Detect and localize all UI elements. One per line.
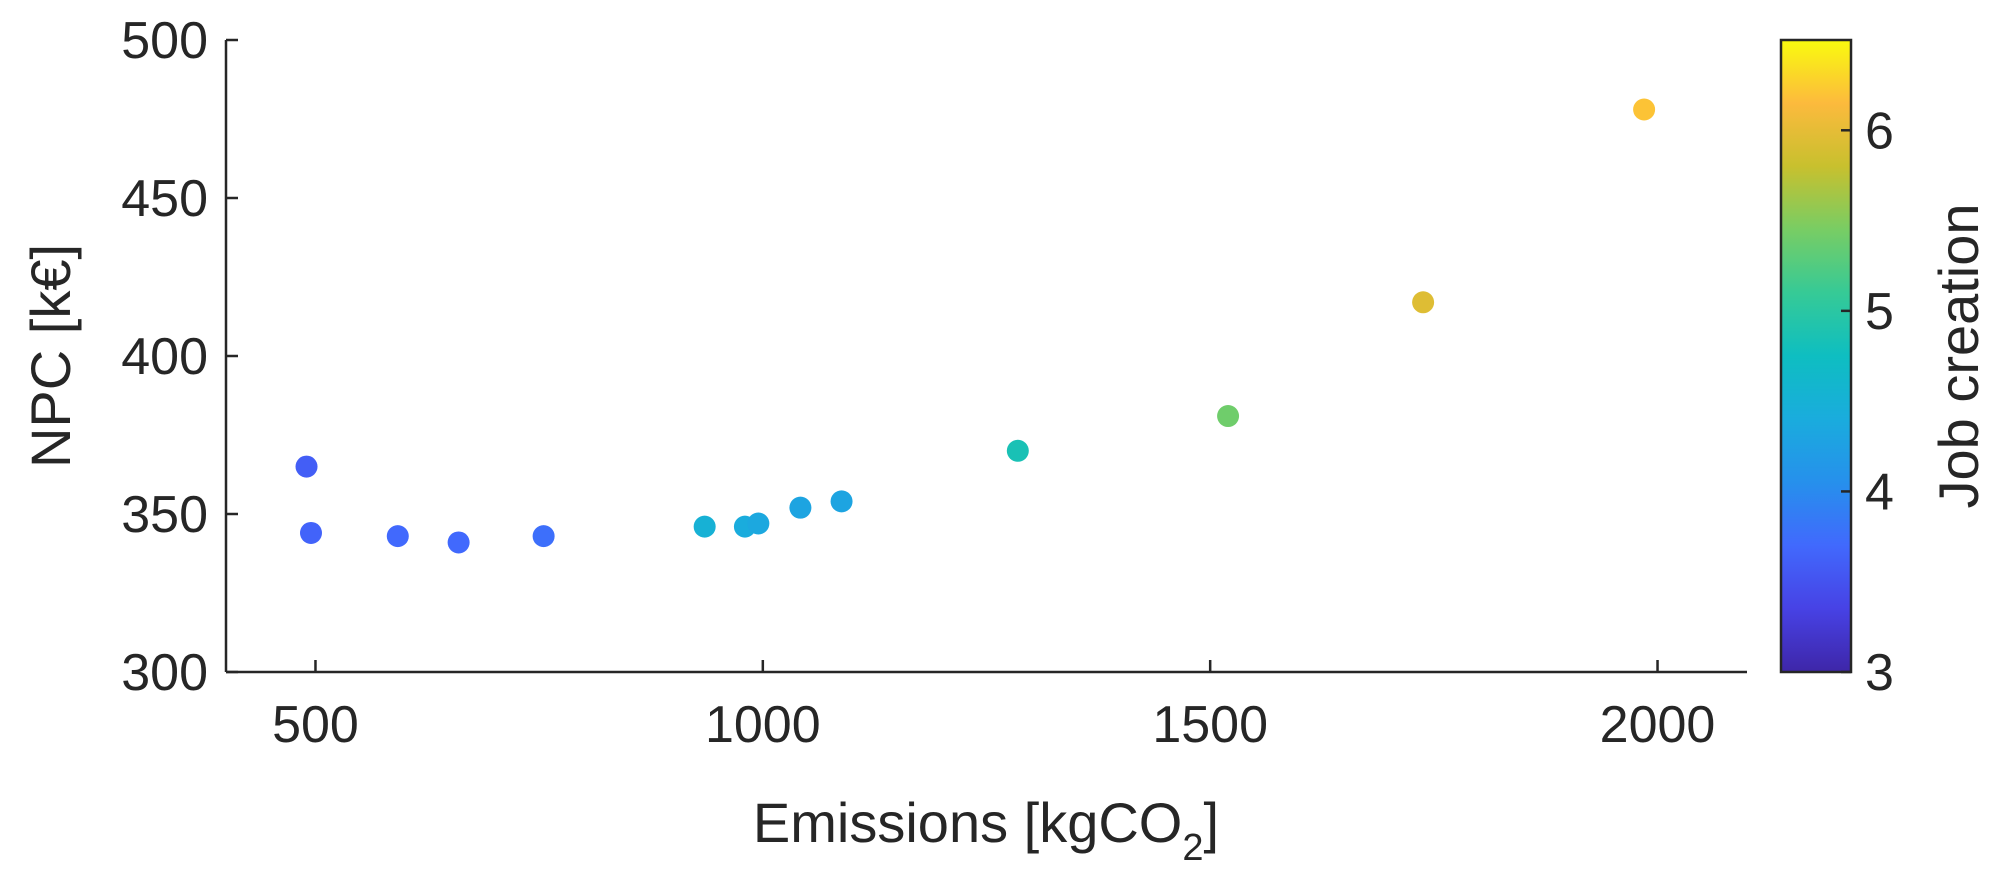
- colorbar-tick-label: 6: [1865, 102, 1894, 160]
- data-point: [830, 490, 853, 513]
- colorbar-tick-label: 4: [1865, 463, 1894, 521]
- x-axis-label-main: Emissions [kgCO: [753, 791, 1182, 854]
- colorbar-tick-label: 5: [1865, 283, 1894, 341]
- x-axis-label: Emissions [kgCO2]: [753, 791, 1219, 869]
- colorbar-tick-label: 3: [1865, 644, 1894, 702]
- x-tick-label: 1500: [1152, 696, 1268, 754]
- y-tick-label: 450: [121, 170, 208, 228]
- data-point: [299, 521, 322, 544]
- colorbar-gradient: [1779, 38, 1853, 674]
- x-ticks: 500 1000 1500 2000: [272, 660, 1715, 754]
- x-axis-label-subscript: 2: [1182, 827, 1203, 869]
- y-ticks: 300 350 400 450 500: [121, 12, 238, 702]
- x-tick-label: 1000: [705, 696, 821, 754]
- data-point: [447, 531, 470, 554]
- data-point: [1412, 291, 1435, 314]
- data-point: [532, 525, 555, 548]
- colorbar: 3 4 5 6 Job creation: [1779, 38, 1990, 702]
- y-tick-label: 400: [121, 328, 208, 386]
- x-tick-label: 2000: [1600, 696, 1716, 754]
- x-tick-label: 500: [272, 696, 359, 754]
- x-axis-label-suffix: ]: [1204, 791, 1220, 854]
- y-tick-label: 500: [121, 12, 208, 70]
- data-point: [1633, 98, 1656, 121]
- y-tick-label: 300: [121, 644, 208, 702]
- data-point: [789, 496, 812, 519]
- data-point: [386, 525, 409, 548]
- data-point: [1006, 439, 1029, 462]
- data-points: [295, 98, 1656, 554]
- colorbar-label: Job creation: [1927, 203, 1990, 508]
- colorbar-ticks: 3 4 5 6: [1841, 102, 1894, 702]
- data-point: [295, 455, 318, 478]
- plot-area: 300 350 400 450 500 500 1000 1500 2000: [121, 12, 1747, 754]
- data-point: [693, 515, 716, 538]
- y-axis-label: NPC [k€]: [19, 244, 82, 468]
- data-point: [1217, 405, 1240, 428]
- data-point: [747, 512, 770, 535]
- y-tick-label: 350: [121, 486, 208, 544]
